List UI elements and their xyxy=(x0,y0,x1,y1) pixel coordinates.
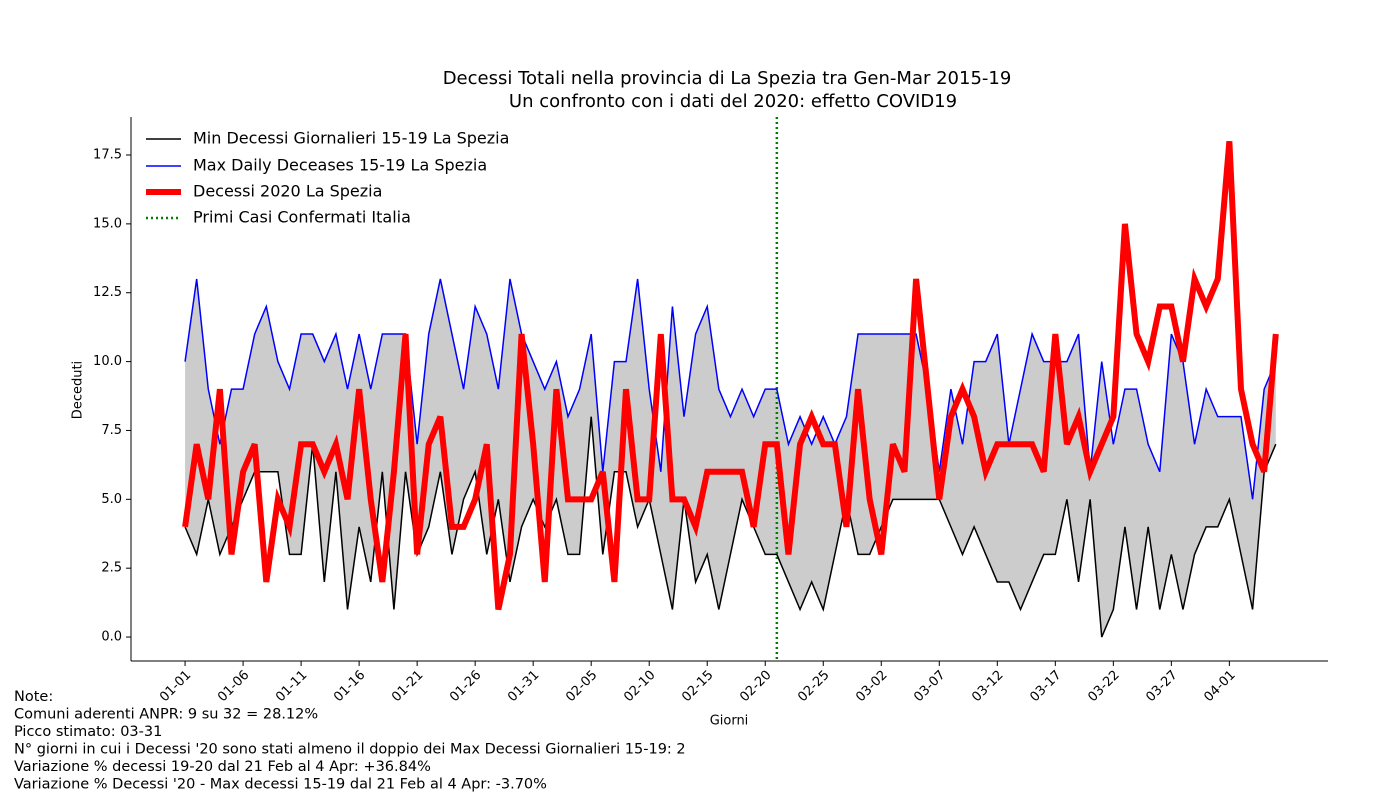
legend-label: Primi Casi Confermati Italia xyxy=(193,208,411,227)
note-line: N° giorni in cui i Decessi '20 sono stat… xyxy=(14,742,686,758)
x-tick-label: 01-16 xyxy=(331,668,368,705)
y-tick-label: 0.0 xyxy=(101,630,122,645)
x-tick-label: 01-11 xyxy=(273,668,310,705)
note-line: Variazione % Decessi '20 - Max decessi 1… xyxy=(14,777,547,793)
x-tick-label: 02-10 xyxy=(621,668,658,705)
x-axis-label: Giorni xyxy=(710,714,749,729)
x-tick-label: 02-05 xyxy=(563,668,600,705)
series-line xyxy=(184,278,1277,500)
chart-title: Decessi Totali nella provincia di La Spe… xyxy=(443,68,1012,89)
note-line: Variazione % decessi 19-20 dal 21 Feb al… xyxy=(14,759,431,775)
legend-label: Decessi 2020 La Spezia xyxy=(193,182,382,201)
legend-label: Min Decessi Giornalieri 15-19 La Spezia xyxy=(193,129,509,148)
x-tick-label: 02-25 xyxy=(795,668,832,705)
note-line: Note: xyxy=(14,689,53,705)
x-tick-label: 02-20 xyxy=(737,668,774,705)
y-tick-label: 12.5 xyxy=(93,285,122,300)
x-tick-label: 03-27 xyxy=(1143,668,1180,705)
x-tick-label: 01-31 xyxy=(505,668,542,705)
range-fill xyxy=(185,278,1276,638)
y-tick-label: 2.5 xyxy=(101,561,122,576)
chart-subtitle: Un confronto con i dati del 2020: effett… xyxy=(509,91,957,112)
x-tick-label: 01-21 xyxy=(389,668,426,705)
x-tick-label: 01-01 xyxy=(157,668,194,705)
x-tick-label: 01-26 xyxy=(447,668,484,705)
legend-label: Max Daily Deceases 15-19 La Spezia xyxy=(193,156,487,175)
series-line xyxy=(182,140,1279,611)
y-tick-label: 10.0 xyxy=(93,354,122,369)
y-tick-label: 5.0 xyxy=(101,492,122,507)
note-line: Comuni aderenti ANPR: 9 su 32 = 28.12% xyxy=(14,707,318,723)
x-tick-label: 04-01 xyxy=(1201,668,1238,705)
x-tick-label: 03-02 xyxy=(853,668,890,705)
note-line: Picco stimato: 03-31 xyxy=(14,724,162,740)
y-axis-label: Deceduti xyxy=(71,361,86,419)
y-tick-label: 7.5 xyxy=(101,423,122,438)
x-tick-label: 01-06 xyxy=(215,668,252,705)
x-tick-label: 03-17 xyxy=(1027,668,1064,705)
x-tick-label: 03-22 xyxy=(1085,668,1122,705)
x-tick-label: 03-07 xyxy=(911,668,948,705)
x-tick-label: 03-12 xyxy=(969,668,1006,705)
y-tick-label: 17.5 xyxy=(93,148,122,163)
series-line xyxy=(184,416,1277,638)
x-tick-label: 02-15 xyxy=(679,668,716,705)
y-tick-label: 15.0 xyxy=(93,216,122,231)
